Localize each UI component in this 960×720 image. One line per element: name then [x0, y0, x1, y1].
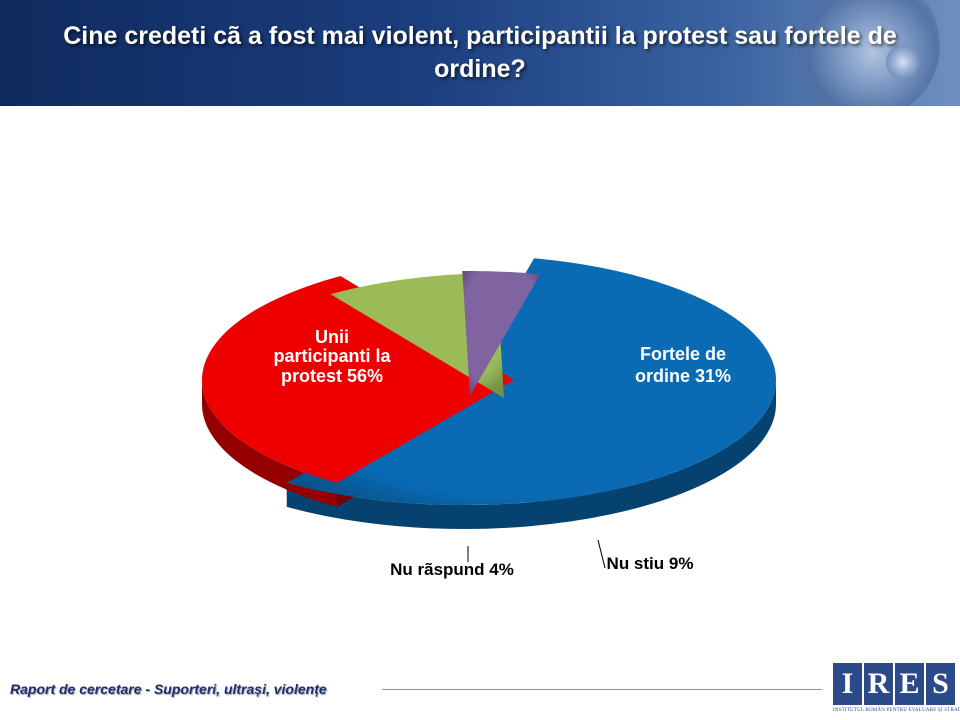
- pie-slice: [286, 258, 776, 505]
- lens-highlight-decoration: [886, 45, 920, 79]
- pie-slice-label: Nu rãspund 4%: [390, 560, 514, 579]
- pie-slice-label: Fortele de ordine 31%: [635, 344, 731, 386]
- leader-line: [597, 539, 606, 569]
- logo-letter: R: [864, 663, 893, 705]
- logo-letter: I: [833, 663, 862, 705]
- footer-report-title: Raport de cercetare - Suporteri, ultrași…: [10, 681, 327, 697]
- logo-tagline: INSTITUTUL ROMÂN PENTRU EVALUARE ȘI STRA…: [833, 708, 960, 713]
- pie-slice-label: Unii participanti la protest 56%: [273, 327, 391, 386]
- page-title: Cine credeti cã a fost mai violent, part…: [63, 22, 897, 83]
- header-banner: Cine credeti cã a fost mai violent, part…: [0, 0, 960, 106]
- logo-letter: S: [926, 663, 955, 705]
- pie-slice: [330, 273, 504, 398]
- pie-slice: [201, 276, 514, 483]
- footer-divider: [382, 689, 822, 690]
- pie-slice: [462, 271, 541, 396]
- pie-slice-label: Nu stiu 9%: [607, 554, 694, 573]
- pie-slice-rim: [286, 380, 777, 530]
- logo-letter: E: [895, 663, 924, 705]
